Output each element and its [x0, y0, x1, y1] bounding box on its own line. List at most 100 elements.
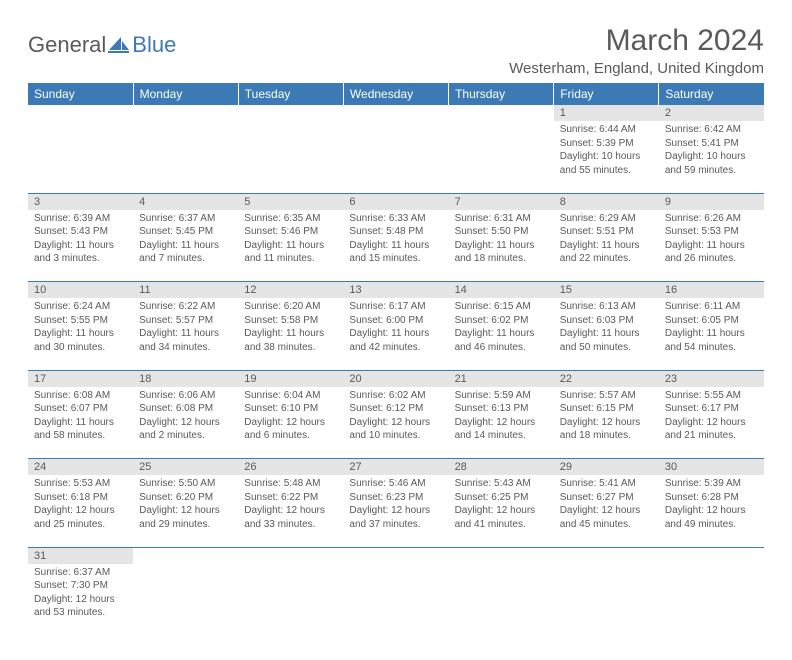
detail-row: Sunrise: 6:44 AMSunset: 5:39 PMDaylight:… [28, 121, 764, 193]
sunset-text: Sunset: 6:22 PM [244, 491, 337, 505]
daylight-text: Daylight: 11 hours and 34 minutes. [139, 327, 232, 354]
day-cell: Sunrise: 6:11 AMSunset: 6:05 PMDaylight:… [659, 298, 764, 370]
day-cell [554, 564, 659, 636]
day-number: 30 [659, 459, 764, 476]
daylight-text: Daylight: 12 hours and 14 minutes. [455, 416, 548, 443]
sunset-text: Sunset: 6:02 PM [455, 314, 548, 328]
sunrise-text: Sunrise: 6:42 AM [665, 123, 758, 137]
daylight-text: Daylight: 11 hours and 46 minutes. [455, 327, 548, 354]
weekday-header-row: Sunday Monday Tuesday Wednesday Thursday… [28, 83, 764, 105]
sunrise-text: Sunrise: 5:46 AM [349, 477, 442, 491]
sunset-text: Sunset: 5:51 PM [560, 225, 653, 239]
daynum-row: 31 [28, 547, 764, 564]
day-number [28, 105, 133, 121]
daylight-text: Daylight: 11 hours and 42 minutes. [349, 327, 442, 354]
day-cell: Sunrise: 6:37 AMSunset: 5:45 PMDaylight:… [133, 210, 238, 282]
day-number: 15 [554, 282, 659, 299]
day-cell [133, 564, 238, 636]
daylight-text: Daylight: 11 hours and 7 minutes. [139, 239, 232, 266]
day-cell: Sunrise: 6:31 AMSunset: 5:50 PMDaylight:… [449, 210, 554, 282]
day-cell: Sunrise: 6:29 AMSunset: 5:51 PMDaylight:… [554, 210, 659, 282]
weekday-header: Saturday [659, 83, 764, 105]
sunrise-text: Sunrise: 6:02 AM [349, 389, 442, 403]
day-cell [449, 564, 554, 636]
daylight-text: Daylight: 11 hours and 54 minutes. [665, 327, 758, 354]
day-number: 11 [133, 282, 238, 299]
sunrise-text: Sunrise: 5:41 AM [560, 477, 653, 491]
sunset-text: Sunset: 5:46 PM [244, 225, 337, 239]
day-number [449, 547, 554, 564]
detail-row: Sunrise: 6:39 AMSunset: 5:43 PMDaylight:… [28, 210, 764, 282]
day-number: 7 [449, 193, 554, 210]
sunset-text: Sunset: 5:39 PM [560, 137, 653, 151]
logo-word2: Blue [132, 32, 176, 58]
sunrise-text: Sunrise: 6:22 AM [139, 300, 232, 314]
sunset-text: Sunset: 5:58 PM [244, 314, 337, 328]
day-cell [28, 121, 133, 193]
sunset-text: Sunset: 6:13 PM [455, 402, 548, 416]
day-number: 19 [238, 370, 343, 387]
sunset-text: Sunset: 5:43 PM [34, 225, 127, 239]
day-cell: Sunrise: 6:44 AMSunset: 5:39 PMDaylight:… [554, 121, 659, 193]
weekday-header: Wednesday [343, 83, 448, 105]
day-cell: Sunrise: 6:37 AMSunset: 7:30 PMDaylight:… [28, 564, 133, 636]
daylight-text: Daylight: 11 hours and 30 minutes. [34, 327, 127, 354]
daylight-text: Daylight: 11 hours and 58 minutes. [34, 416, 127, 443]
daylight-text: Daylight: 12 hours and 6 minutes. [244, 416, 337, 443]
sunrise-text: Sunrise: 5:59 AM [455, 389, 548, 403]
sunset-text: Sunset: 5:41 PM [665, 137, 758, 151]
day-number: 5 [238, 193, 343, 210]
sunrise-text: Sunrise: 6:37 AM [34, 566, 127, 580]
logo: General Blue [28, 32, 176, 58]
sunrise-text: Sunrise: 6:17 AM [349, 300, 442, 314]
sunset-text: Sunset: 6:07 PM [34, 402, 127, 416]
sunset-text: Sunset: 5:55 PM [34, 314, 127, 328]
day-number: 12 [238, 282, 343, 299]
daylight-text: Daylight: 12 hours and 2 minutes. [139, 416, 232, 443]
daylight-text: Daylight: 10 hours and 55 minutes. [560, 150, 653, 177]
day-cell: Sunrise: 6:15 AMSunset: 6:02 PMDaylight:… [449, 298, 554, 370]
day-cell: Sunrise: 5:39 AMSunset: 6:28 PMDaylight:… [659, 475, 764, 547]
logo-sail-icon [108, 36, 130, 54]
day-number: 22 [554, 370, 659, 387]
day-number [238, 105, 343, 121]
day-number: 31 [28, 547, 133, 564]
day-number [659, 547, 764, 564]
day-number: 10 [28, 282, 133, 299]
sunrise-text: Sunrise: 6:06 AM [139, 389, 232, 403]
day-cell: Sunrise: 5:43 AMSunset: 6:25 PMDaylight:… [449, 475, 554, 547]
daynum-row: 12 [28, 105, 764, 121]
day-cell: Sunrise: 6:35 AMSunset: 5:46 PMDaylight:… [238, 210, 343, 282]
sunrise-text: Sunrise: 6:13 AM [560, 300, 653, 314]
sunrise-text: Sunrise: 5:50 AM [139, 477, 232, 491]
day-cell: Sunrise: 6:04 AMSunset: 6:10 PMDaylight:… [238, 387, 343, 459]
daylight-text: Daylight: 11 hours and 26 minutes. [665, 239, 758, 266]
day-cell: Sunrise: 6:24 AMSunset: 5:55 PMDaylight:… [28, 298, 133, 370]
daylight-text: Daylight: 12 hours and 21 minutes. [665, 416, 758, 443]
sunset-text: Sunset: 6:17 PM [665, 402, 758, 416]
daylight-text: Daylight: 12 hours and 18 minutes. [560, 416, 653, 443]
daynum-row: 10111213141516 [28, 282, 764, 299]
day-cell: Sunrise: 6:06 AMSunset: 6:08 PMDaylight:… [133, 387, 238, 459]
sunrise-text: Sunrise: 5:57 AM [560, 389, 653, 403]
day-number: 28 [449, 459, 554, 476]
day-cell: Sunrise: 5:50 AMSunset: 6:20 PMDaylight:… [133, 475, 238, 547]
daylight-text: Daylight: 11 hours and 38 minutes. [244, 327, 337, 354]
day-number: 23 [659, 370, 764, 387]
day-cell: Sunrise: 6:20 AMSunset: 5:58 PMDaylight:… [238, 298, 343, 370]
daynum-row: 3456789 [28, 193, 764, 210]
daynum-row: 24252627282930 [28, 459, 764, 476]
sunset-text: Sunset: 6:20 PM [139, 491, 232, 505]
daylight-text: Daylight: 11 hours and 3 minutes. [34, 239, 127, 266]
day-number: 2 [659, 105, 764, 121]
sunrise-text: Sunrise: 5:53 AM [34, 477, 127, 491]
day-cell: Sunrise: 5:48 AMSunset: 6:22 PMDaylight:… [238, 475, 343, 547]
sunset-text: Sunset: 6:15 PM [560, 402, 653, 416]
day-cell [133, 121, 238, 193]
sunset-text: Sunset: 7:30 PM [34, 579, 127, 593]
sunset-text: Sunset: 6:28 PM [665, 491, 758, 505]
sunset-text: Sunset: 6:05 PM [665, 314, 758, 328]
sunrise-text: Sunrise: 6:11 AM [665, 300, 758, 314]
sunset-text: Sunset: 5:50 PM [455, 225, 548, 239]
day-number: 6 [343, 193, 448, 210]
